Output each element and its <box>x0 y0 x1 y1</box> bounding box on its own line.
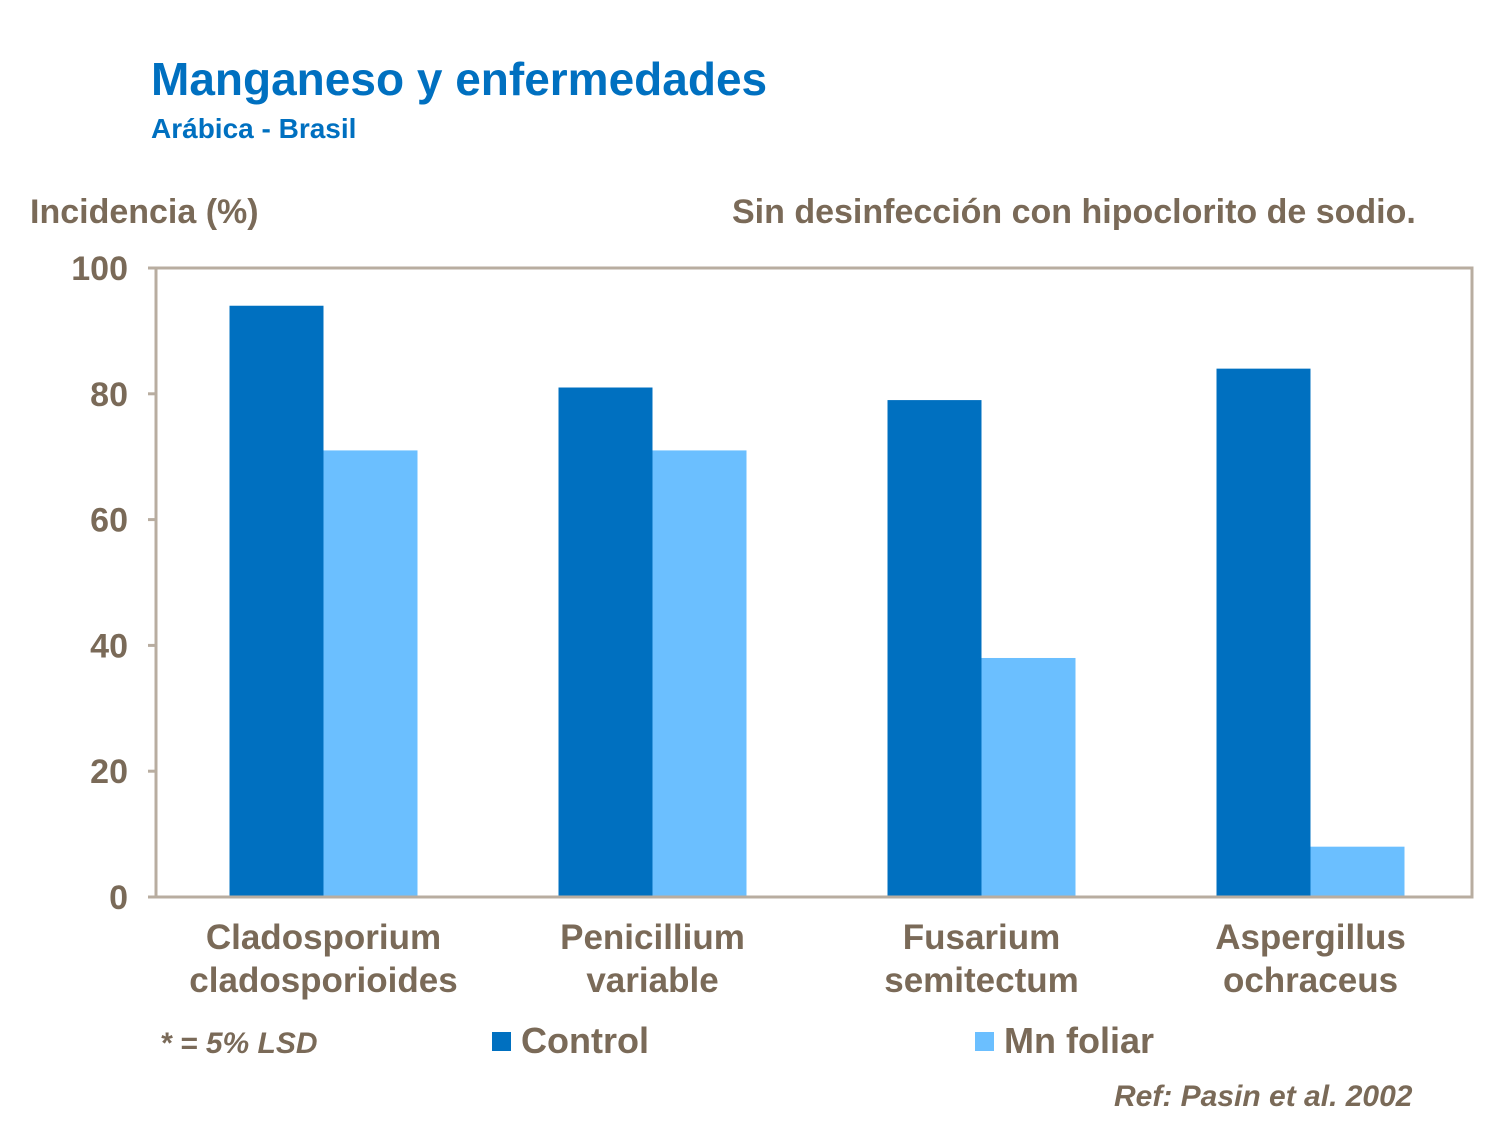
x-tick-label: semitectum <box>884 961 1079 1000</box>
y-tick-label: 100 <box>71 250 128 288</box>
chart-subtitle: Arábica - Brasil <box>151 113 357 144</box>
bar-mn-foliar <box>1310 846 1405 897</box>
annotation: Sin desinfección con hipoclorito de sodi… <box>732 193 1416 231</box>
x-tick-label: Cladosporium <box>206 918 441 957</box>
x-tick-label: cladosporioides <box>189 961 457 1000</box>
footnote: * = 5% LSD <box>160 1027 318 1060</box>
y-tick-label: 0 <box>109 879 128 917</box>
bar-control <box>1216 368 1311 897</box>
y-tick-label: 40 <box>90 627 128 665</box>
reference: Ref: Pasin et al. 2002 <box>1114 1080 1413 1113</box>
legend-label: Mn foliar <box>1004 1020 1154 1061</box>
legend-label: Control <box>521 1020 649 1061</box>
y-tick-label: 80 <box>90 376 128 414</box>
bar-control <box>887 400 982 897</box>
x-tick-label: ochraceus <box>1223 961 1398 1000</box>
bar-control <box>558 387 653 897</box>
legend-item-control: Control <box>492 1020 649 1062</box>
bar-control <box>229 305 324 897</box>
legend-item-mn-foliar: Mn foliar <box>975 1020 1154 1062</box>
y-axis-label: Incidencia (%) <box>30 193 259 231</box>
legend-swatch-control <box>492 1031 511 1051</box>
x-tick-label: Aspergillus <box>1215 918 1406 957</box>
bar-mn-foliar <box>981 657 1076 897</box>
x-tick-label: Penicillium <box>560 918 745 957</box>
bar-mn-foliar <box>652 450 747 897</box>
y-tick-label: 20 <box>90 753 128 791</box>
plot-frame <box>154 266 1474 899</box>
y-tick-label: 60 <box>90 502 128 540</box>
x-tick-label: variable <box>586 961 718 1000</box>
x-tick-label: Fusarium <box>903 918 1061 957</box>
bar-mn-foliar <box>323 450 418 897</box>
legend-swatch-mn-foliar <box>975 1031 994 1051</box>
chart-title: Manganeso y enfermedades <box>151 53 768 105</box>
